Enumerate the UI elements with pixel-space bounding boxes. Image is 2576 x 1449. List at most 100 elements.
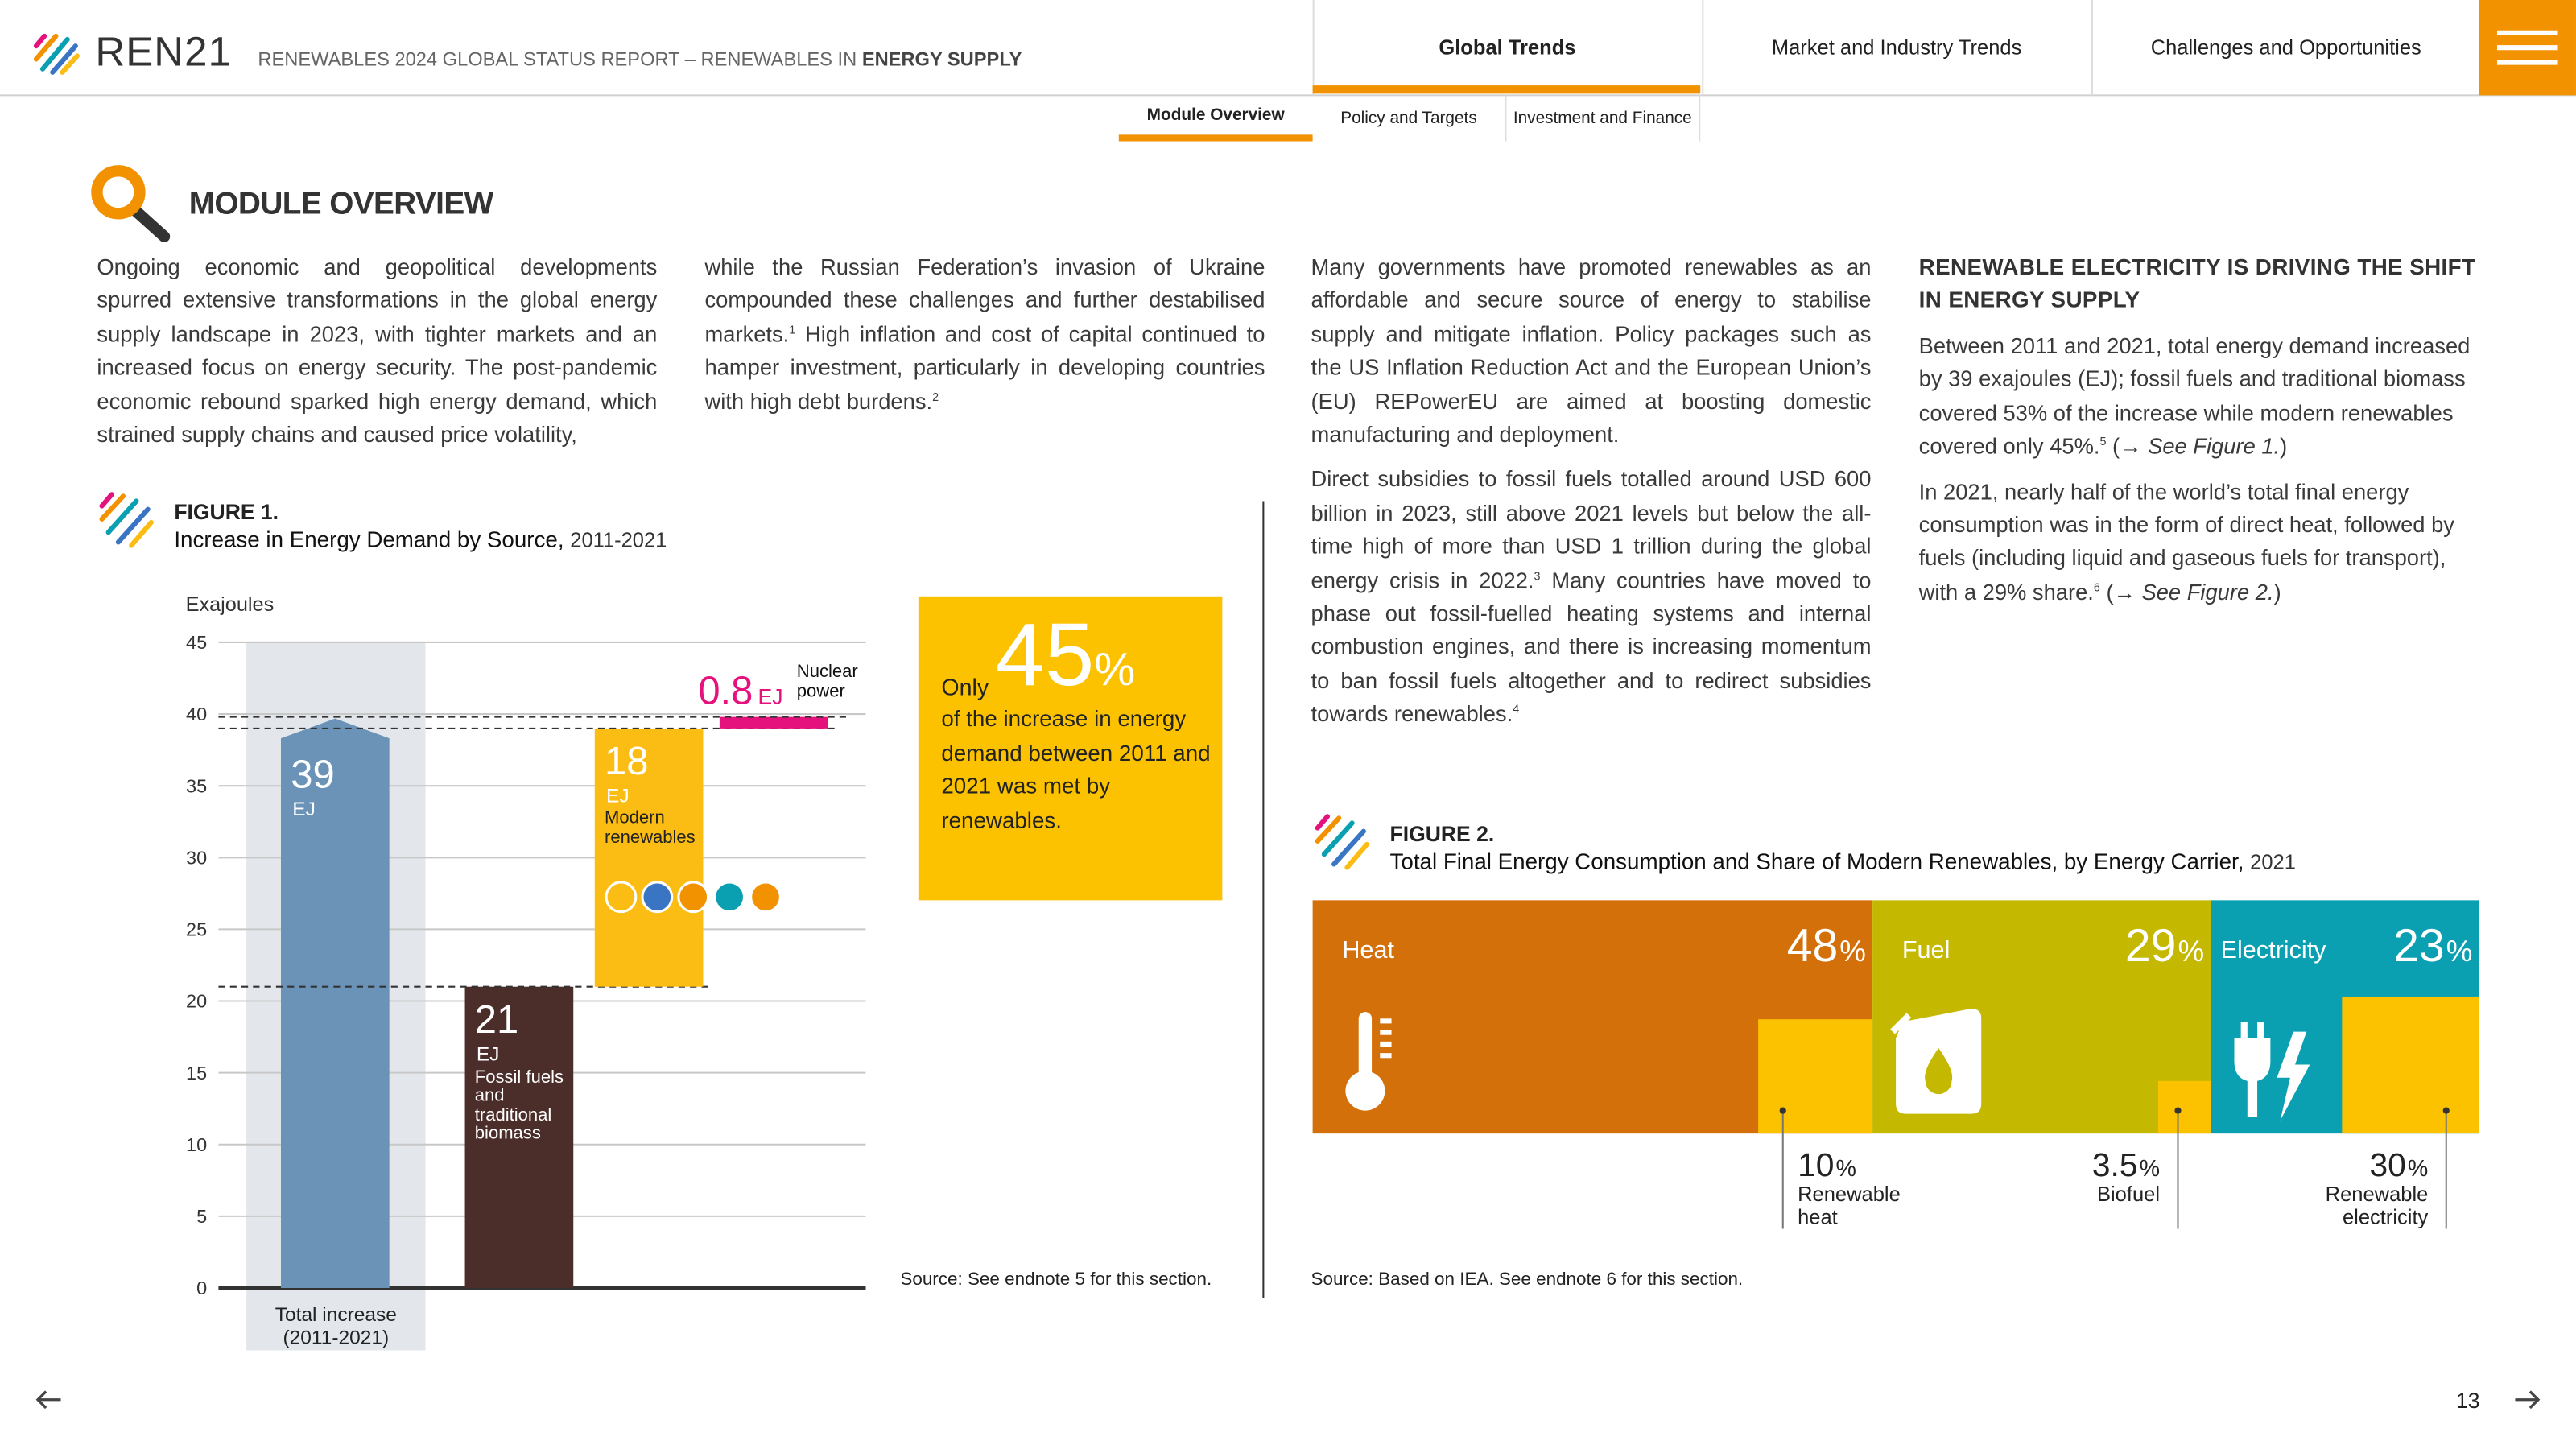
paragraph: In 2021, nearly half of the world’s tota…	[1919, 476, 2479, 610]
figure-title-suffix: 2011-2021	[570, 529, 667, 552]
value-label: 39	[291, 753, 334, 796]
bar	[464, 986, 574, 1288]
y-tick-label: 45	[186, 632, 207, 653]
y-tick-label: 40	[186, 704, 207, 724]
value-label: 18	[605, 740, 648, 783]
figure-2-plot: Heat 48 %10 %Fuel 29 %3.5 %Electricity 23 %30%	[1312, 900, 2479, 1229]
menu-button[interactable]	[2479, 0, 2576, 96]
callout-unit: %	[1094, 643, 1136, 696]
callout-value: 45	[995, 606, 1095, 705]
text-column: Ongoing economic and geopolitical develo…	[97, 251, 657, 464]
y-tick-label: 25	[186, 919, 207, 940]
unit-label: %	[2446, 935, 2473, 968]
nav-tab[interactable]: Market and Industry Trends	[1702, 0, 2090, 96]
next-arrow[interactable]	[2515, 1390, 2541, 1410]
prev-arrow[interactable]	[35, 1390, 61, 1410]
text-run: Many countries have moved to phase out f…	[1311, 568, 1872, 727]
y-tick-label: 35	[186, 775, 207, 796]
renewable-share	[2158, 1080, 2211, 1134]
sub-tab[interactable]: Module Overview	[1118, 95, 1313, 142]
unit-label: %	[1839, 935, 1866, 968]
share-value: 30%	[2369, 1146, 2428, 1183]
text-run: (→	[2099, 580, 2142, 605]
figure-title: Total Final Energy Consumption and Share…	[1390, 849, 2296, 874]
share-number: 30	[2369, 1146, 2405, 1183]
text-column: RENEWABLE ELECTRICITY IS DRIVING THE SHI…	[1919, 251, 2479, 621]
value-label-group: 0.8 EJ	[698, 669, 782, 712]
footnote-ref: 6	[2093, 583, 2100, 595]
value-label: 48	[1787, 920, 1839, 972]
callout-box	[918, 596, 1223, 901]
section-title: MODULE OVERVIEW	[188, 187, 494, 222]
figure-label: FIGURE 2.	[1389, 821, 1495, 847]
leader-dot	[2442, 1107, 2450, 1114]
paragraph: Between 2011 and 2021, total energy dema…	[1919, 330, 2479, 464]
section-icon	[91, 165, 171, 243]
sub-tab[interactable]: Investment and Finance	[1506, 95, 1701, 142]
report-title-bold: ENERGY SUPPLY	[861, 49, 1022, 71]
y-tick-label: 10	[186, 1134, 207, 1155]
bar	[719, 716, 828, 729]
share-number: 3.5	[2092, 1146, 2138, 1183]
footnote-ref: 1	[789, 324, 796, 336]
leader-dot	[1779, 1107, 1786, 1114]
renewable-share	[2342, 996, 2479, 1134]
segment-name: Fuel	[1902, 936, 1951, 964]
heat-icon	[1345, 1012, 1392, 1111]
active-tab-bar	[1312, 85, 1701, 94]
figure-icon	[99, 492, 154, 548]
paragraph: Many governments have promoted renewable…	[1311, 251, 1872, 452]
y-tick-label: 0	[196, 1278, 207, 1298]
callout-text: of the increase in energy demand between…	[941, 706, 1211, 832]
text-run: Direct subsidies to fossil fuels totalle…	[1311, 467, 1872, 593]
figure-title: Increase in Energy Demand by Source, 201…	[174, 527, 667, 552]
source-note: Source: Based on IEA. See endnote 6 for …	[1311, 1269, 1744, 1290]
logo-icon	[33, 33, 80, 75]
share-unit: %	[1836, 1156, 1856, 1182]
share-name: Renewable electricity	[2325, 1183, 2429, 1228]
figure-ref: See Figure 1.	[2148, 434, 2281, 459]
renewable-icons	[605, 881, 782, 914]
value-label: 0.8	[698, 669, 753, 712]
figure-title-text: Total Final Energy Consumption and Share…	[1389, 849, 2244, 874]
text-run: )	[2273, 580, 2281, 605]
figure-label: FIGURE 1.	[174, 499, 279, 525]
unit-label: %	[2178, 935, 2204, 968]
y-tick-label: 20	[186, 991, 207, 1012]
nav-tab[interactable]: Global Trends	[1312, 0, 1701, 96]
unit-label: EJ	[606, 786, 630, 807]
share-unit: %	[2408, 1156, 2428, 1182]
leader-dot	[2174, 1107, 2182, 1114]
figure-icon	[1315, 814, 1370, 870]
y-tick-label: 5	[196, 1206, 207, 1227]
source-note: Source: See endnote 5 for this section.	[900, 1269, 1212, 1290]
share-name: Renewable heat	[1798, 1183, 1901, 1228]
figure-ref: See Figure 2.	[2141, 580, 2274, 605]
bar-name: Fossil fuels and traditional biomass	[474, 1067, 564, 1144]
unit-label: EJ	[758, 684, 783, 708]
bar-name: Nuclear power	[796, 663, 858, 702]
y-tick-label: 15	[186, 1063, 207, 1084]
unit-label: EJ	[292, 799, 316, 820]
segment-name: Heat	[1342, 936, 1394, 964]
column-heading: RENEWABLE ELECTRICITY IS DRIVING THE SHI…	[1918, 254, 2476, 312]
electricity-icon	[2234, 1022, 2310, 1121]
text-run: (→	[2106, 434, 2149, 459]
bar	[280, 718, 390, 1288]
figure-title-text: Increase in Energy Demand by Source,	[174, 527, 564, 552]
share-value: 10%	[1798, 1146, 1856, 1183]
share-unit: %	[2140, 1156, 2160, 1182]
nav-tab[interactable]: Challenges and Opportunities	[2091, 0, 2479, 96]
text-column: while the Russian Federation’s invasion …	[705, 251, 1265, 431]
y-axis-label: Exajoules	[185, 592, 275, 617]
footnote-ref: 2	[932, 391, 939, 404]
share-value: 3.5%	[2092, 1146, 2160, 1183]
footnote-ref: 3	[1534, 571, 1541, 583]
sub-tab[interactable]: Policy and Targets	[1313, 95, 1507, 142]
fuel-icon	[1890, 1009, 1982, 1114]
report-title-text: RENEWABLES 2024 GLOBAL STATUS REPORT – R…	[258, 49, 857, 71]
paragraph: while the Russian Federation’s invasion …	[705, 251, 1265, 419]
